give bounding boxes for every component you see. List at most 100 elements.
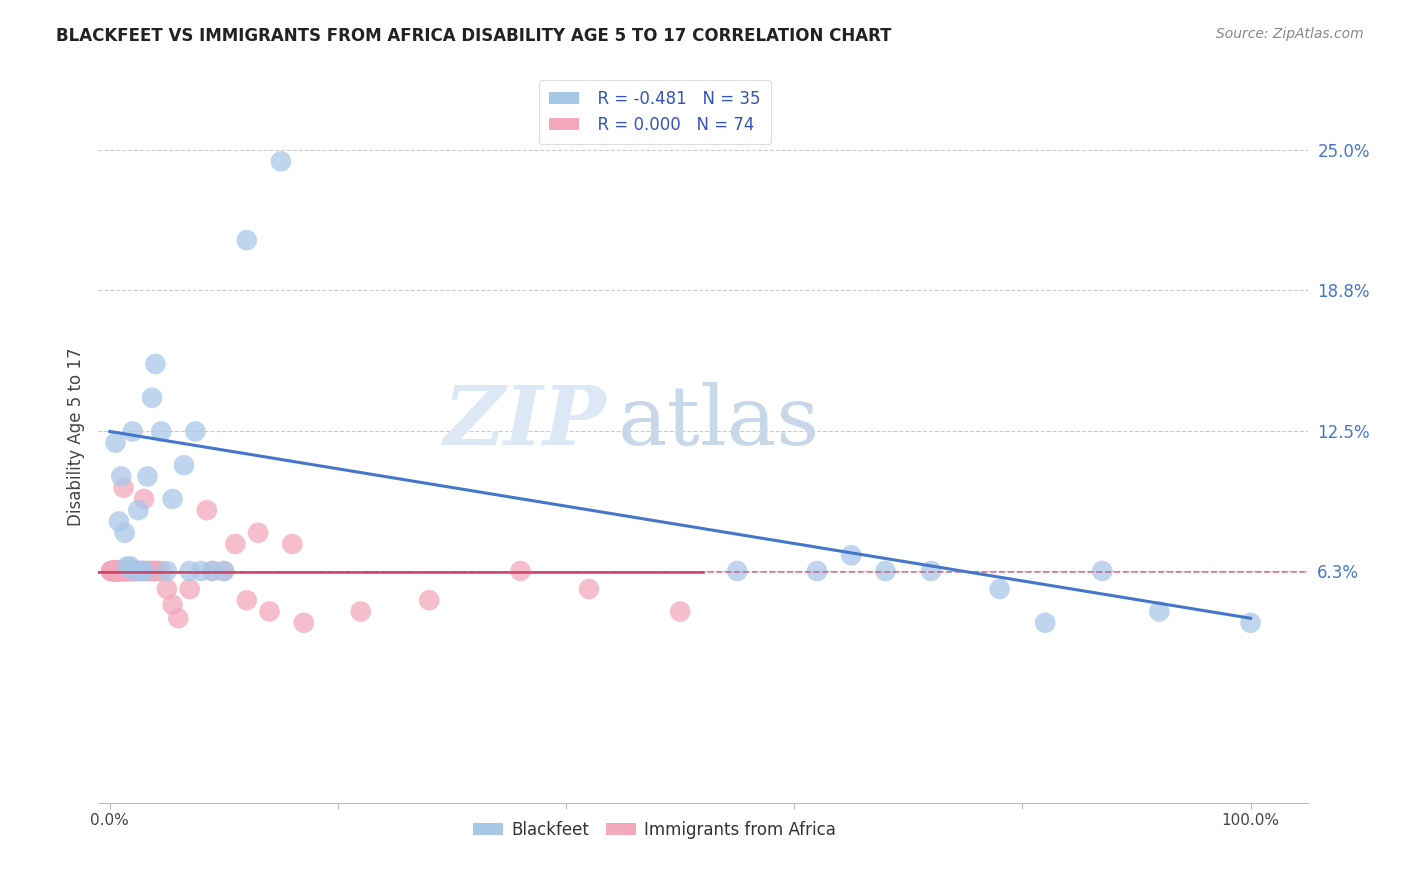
Point (131, 564, 153, 578)
Point (131, 564, 153, 578)
Point (142, 564, 165, 578)
Point (195, 503, 218, 517)
Point (139, 564, 162, 578)
Point (988, 582, 1011, 596)
Point (115, 564, 138, 578)
Point (127, 503, 149, 517)
Point (101, 564, 124, 578)
Point (235, 233, 257, 247)
Point (509, 564, 531, 578)
Point (145, 564, 167, 578)
Point (179, 564, 201, 578)
Point (110, 564, 132, 578)
Point (259, 605, 281, 619)
Point (103, 564, 125, 578)
Text: BLACKFEET VS IMMIGRANTS FROM AFRICA DISABILITY AGE 5 TO 17 CORRELATION CHART: BLACKFEET VS IMMIGRANTS FROM AFRICA DISA… (56, 27, 891, 45)
Point (350, 605, 373, 619)
Point (105, 564, 128, 578)
Point (281, 537, 304, 551)
Point (150, 425, 173, 439)
Point (875, 564, 897, 578)
Point (103, 564, 125, 578)
Point (114, 525, 136, 540)
Point (124, 564, 146, 578)
Point (103, 564, 125, 578)
Point (201, 564, 224, 578)
Point (120, 564, 142, 578)
Point (112, 564, 135, 578)
Point (121, 564, 143, 578)
Point (121, 425, 143, 439)
Point (839, 548, 862, 562)
Point (1033, 615, 1056, 630)
Point (121, 564, 143, 578)
Point (162, 491, 184, 506)
Point (117, 564, 139, 578)
Point (115, 564, 138, 578)
Point (136, 469, 159, 483)
Point (100, 564, 122, 578)
Point (107, 564, 129, 578)
Point (1091, 564, 1114, 578)
Point (105, 564, 128, 578)
Point (270, 154, 292, 169)
Point (115, 559, 138, 574)
Point (156, 564, 179, 578)
Point (101, 564, 124, 578)
Point (120, 559, 142, 574)
Point (806, 564, 828, 578)
Point (111, 564, 134, 578)
Point (114, 564, 136, 578)
Point (107, 564, 129, 578)
Point (669, 605, 692, 619)
Point (418, 593, 440, 607)
Point (104, 564, 127, 578)
Point (190, 564, 212, 578)
Text: Source: ZipAtlas.com: Source: ZipAtlas.com (1216, 27, 1364, 41)
Point (103, 564, 125, 578)
Point (247, 525, 270, 540)
Point (108, 564, 131, 578)
Point (184, 425, 207, 439)
Point (108, 564, 131, 578)
Point (1149, 605, 1171, 619)
Point (108, 564, 131, 578)
Point (132, 491, 155, 506)
Point (920, 564, 942, 578)
Point (136, 564, 159, 578)
Point (110, 469, 132, 483)
Point (212, 564, 235, 578)
Point (167, 611, 190, 625)
Point (100, 564, 122, 578)
Point (179, 582, 201, 596)
Point (146, 564, 169, 578)
Legend: Blackfeet, Immigrants from Africa: Blackfeet, Immigrants from Africa (467, 814, 842, 846)
Point (112, 564, 135, 578)
Point (114, 564, 136, 578)
Point (141, 391, 163, 405)
Text: atlas: atlas (619, 383, 821, 462)
Point (108, 564, 131, 578)
Point (201, 564, 224, 578)
Text: ZIP: ZIP (444, 383, 606, 462)
Point (235, 593, 257, 607)
Point (156, 582, 179, 596)
Point (105, 564, 128, 578)
Point (118, 564, 141, 578)
Point (292, 615, 315, 630)
Point (111, 564, 134, 578)
Point (104, 435, 127, 450)
Point (110, 564, 132, 578)
Point (108, 515, 131, 529)
Y-axis label: Disability Age 5 to 17: Disability Age 5 to 17 (66, 348, 84, 526)
Point (150, 564, 173, 578)
Point (162, 598, 184, 612)
Point (101, 564, 124, 578)
Point (578, 582, 600, 596)
Point (145, 357, 167, 371)
Point (1239, 615, 1261, 630)
Point (128, 564, 150, 578)
Point (104, 564, 127, 578)
Point (124, 564, 146, 578)
Point (132, 564, 155, 578)
